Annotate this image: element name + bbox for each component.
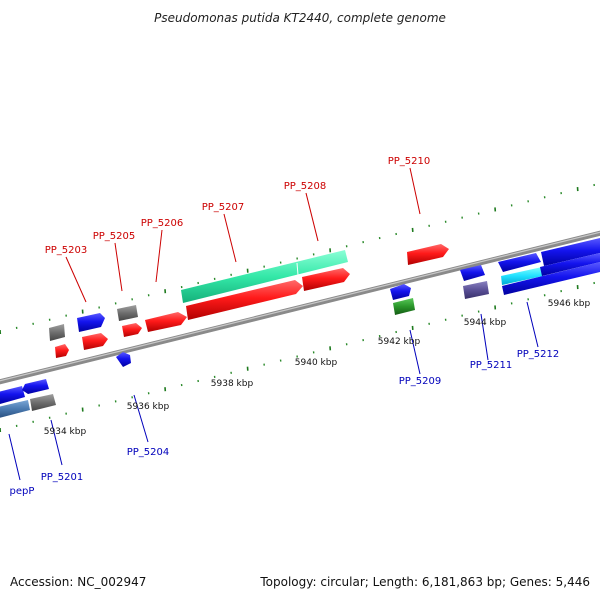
leader-pp5201 [50,419,63,466]
gene-pp5212-a[interactable] [498,253,541,272]
leader-pp5205 [114,242,123,292]
accession-text: Accession: NC_002947 [10,575,146,589]
gene-pp5208[interactable] [302,268,350,291]
label-pp5201[interactable]: PP_5201 [41,472,84,483]
leader-pp5210 [409,167,421,215]
scale-track-upper [0,183,595,335]
leader-pp5204 [133,394,149,443]
label-pp5205[interactable]: PP_5205 [93,231,136,242]
lower-gene-labels: pepP PP_5201 PP_5204 PP_5209 PP_5211 PP_… [10,349,560,497]
scale-track-lower [0,281,595,433]
backbone-line [0,230,600,385]
lower-leader-lines [8,301,539,481]
gene-pp5211[interactable] [463,281,489,299]
label-pp5211[interactable]: PP_5211 [470,360,513,371]
leader-pp5207 [223,213,237,263]
gene-pepp-a[interactable] [0,386,25,404]
label-pp5206[interactable]: PP_5206 [141,218,184,229]
gene-pp5207[interactable] [186,280,303,320]
kbp-labels: 5934 kbp 5936 kbp 5938 kbp 5940 kbp 5942… [44,299,591,437]
gene-pp5212[interactable] [502,262,600,295]
upper-gene-labels: PP_5203 PP_5205 PP_5206 PP_5207 PP_5208 … [45,156,431,256]
kbp-label-5936: 5936 kbp [127,402,170,412]
label-pp5203[interactable]: PP_5203 [45,245,88,256]
genome-backbone [0,230,600,385]
gene-pp5204[interactable] [116,352,131,367]
gene-pp5201[interactable] [30,394,56,411]
label-pepp[interactable]: pepP [10,486,35,497]
gene-pp5212-c[interactable] [540,253,600,276]
gene-pp5211-a[interactable] [460,265,485,281]
forward-genes [49,244,449,358]
kbp-label-5946: 5946 kbp [548,299,591,309]
label-pp5212[interactable]: PP_5212 [517,349,560,360]
label-pp5207[interactable]: PP_5207 [202,202,245,213]
kbp-label-5934: 5934 kbp [44,427,87,437]
leader-pp5208 [305,192,319,242]
gene-red-5203b[interactable] [82,333,108,350]
kbp-label-5940: 5940 kbp [295,358,338,368]
kbp-label-5938: 5938 kbp [211,379,254,389]
label-pp5208[interactable]: PP_5208 [284,181,327,192]
upper-leader-lines [65,167,421,303]
backbone-highlight [0,231,600,382]
gene-pp5209[interactable] [393,298,415,315]
gene-gray-5203a[interactable] [49,324,65,341]
gene-divider [296,262,299,276]
gene-gray-5205[interactable] [117,305,138,321]
label-pp5204[interactable]: PP_5204 [127,447,170,458]
gene-pp5212-b[interactable] [541,238,600,266]
kbp-label-5942: 5942 kbp [378,337,421,347]
gene-pp5207-rna[interactable] [181,250,348,303]
label-pp5210[interactable]: PP_5210 [388,156,431,167]
leader-pp5203 [65,256,87,303]
map-title: Pseudomonas putida KT2440, complete geno… [154,11,446,25]
leader-pp5211 [480,313,489,361]
gene-pp5210[interactable] [407,244,449,265]
gene-pp5209-a[interactable] [390,284,411,300]
gene-pp5203[interactable] [55,344,69,358]
leader-pepp [8,433,21,481]
leader-pp5209 [409,329,421,375]
genome-summary-text: Topology: circular; Length: 6,181,863 bp… [259,575,590,589]
leader-pp5206 [155,229,163,283]
gene-pp5206[interactable] [145,312,187,332]
gene-pp5205[interactable] [122,323,142,337]
kbp-label-5944: 5944 kbp [464,318,507,328]
gene-pp5212-rna[interactable] [501,267,543,285]
leader-pp5212 [526,301,539,348]
label-pp5209[interactable]: PP_5209 [399,376,442,387]
gene-pp5201-a[interactable] [22,379,49,394]
gene-blue-5203c[interactable] [77,313,105,332]
gene-pepp[interactable] [0,400,30,418]
reverse-genes [0,238,600,418]
